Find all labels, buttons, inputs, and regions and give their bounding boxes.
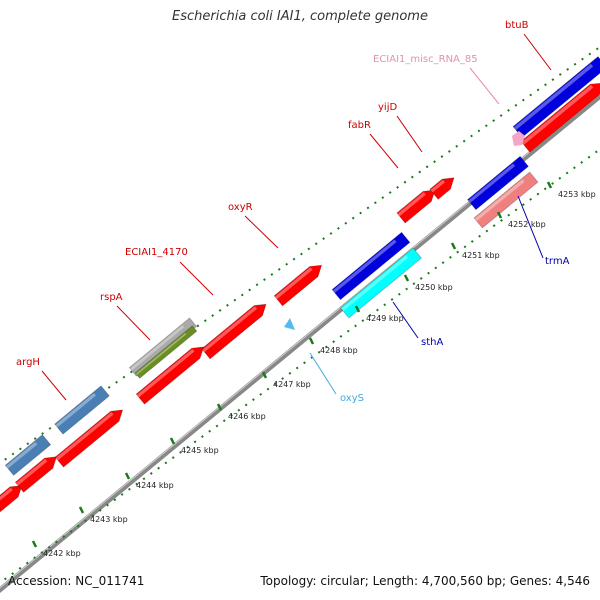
gene-olive xyxy=(134,325,198,379)
tick-mark xyxy=(78,506,85,514)
label-leader-btub xyxy=(523,33,552,71)
gene-oxyR xyxy=(273,264,323,307)
tick-label: 4248 kbp xyxy=(320,346,358,355)
inner-tick-ring xyxy=(0,147,600,585)
genome-summary: Topology: circular; Length: 4,700,560 bp… xyxy=(260,574,590,588)
tick-label: 4250 kbp xyxy=(415,283,453,292)
label-leader-eciai1_misc_rna_85 xyxy=(469,67,500,105)
gene-blue-sthA-top xyxy=(331,231,411,301)
accession-text: Accession: NC_011741 xyxy=(8,574,145,588)
label-leader-yijd xyxy=(396,115,423,153)
gene-yijD xyxy=(429,177,455,200)
label-leader-oxyr xyxy=(244,215,279,249)
tick-mark xyxy=(169,437,176,445)
scale-ticks: 4242 kbp 4243 kbp 4244 kbp 4245 kbp 4246 kbp… xyxy=(31,181,596,558)
gene-cyan-sthA xyxy=(340,247,422,319)
tick-mark xyxy=(403,274,410,282)
label-leader-trma xyxy=(517,195,544,259)
tick-mark xyxy=(124,472,131,480)
gene-steelblue-left xyxy=(4,434,52,476)
tick-mark xyxy=(450,242,457,250)
map-title: Escherichia coli IAI1, complete genome xyxy=(172,9,428,24)
gene-label-fabr: fabR xyxy=(348,120,371,131)
tick-label: 4252 kbp xyxy=(508,220,546,229)
tick-mark xyxy=(31,540,38,548)
label-leader-stha xyxy=(392,301,419,339)
tick-mark xyxy=(216,403,223,411)
tick-label: 4242 kbp xyxy=(43,549,81,558)
gene-red-left3 xyxy=(54,409,124,468)
tick-label: 4243 kbp xyxy=(90,515,128,524)
tick-label: 4249 kbp xyxy=(366,314,404,323)
gene-label-oxyr: oxyR xyxy=(228,202,253,213)
tick-label: 4246 kbp xyxy=(228,412,266,421)
gene-red-left2 xyxy=(14,456,58,493)
tick-mark xyxy=(354,305,361,313)
gene-label-oxys: oxyS xyxy=(340,393,364,404)
gene-fabR xyxy=(396,189,436,224)
tick-label: 4253 kbp xyxy=(558,190,596,199)
gene-red-ecia xyxy=(201,303,267,360)
tick-label: 4247 kbp xyxy=(273,380,311,389)
misc-rna-feature xyxy=(512,131,525,146)
gene-features xyxy=(0,56,600,515)
label-leader-rspa xyxy=(116,305,151,341)
label-leader-argh xyxy=(41,370,67,401)
gene-label-stha: sthA xyxy=(421,337,443,348)
gene-label-eciai1_misc_rna_85: ECIAI1_misc_RNA_85 xyxy=(373,54,478,65)
gene-trmA xyxy=(467,155,529,211)
gene-red-left-bottom xyxy=(0,485,23,515)
gene-gray-olive-top xyxy=(128,317,198,377)
gene-label-btub: btuB xyxy=(505,20,529,31)
gene-label-rspa: rspA xyxy=(100,292,123,303)
tick-mark xyxy=(261,371,268,379)
gene-btuB-red xyxy=(520,82,600,153)
tick-label: 4245 kbp xyxy=(181,446,219,455)
tick-label: 4251 kbp xyxy=(462,251,500,260)
gene-label-argh: argH xyxy=(16,357,40,368)
gene-label-eciai1_4170: ECIAI1_4170 xyxy=(125,247,188,258)
tick-label: 4244 kbp xyxy=(136,481,174,490)
gene-pink-trmA xyxy=(473,171,539,229)
gene-label-trma: trmA xyxy=(545,256,570,267)
gene-red-rspA xyxy=(135,346,205,405)
label-leader-oxys xyxy=(309,352,337,395)
gene-steelblue-mid xyxy=(54,385,110,435)
label-leader-fabr xyxy=(369,133,399,169)
tick-mark xyxy=(496,211,503,219)
gene-label-yijd: yijD xyxy=(378,102,397,113)
gene-labels: argH rspA ECIAI1_4170 oxyR fabR yijD ECIAI1_mi… xyxy=(16,20,570,404)
tick-mark xyxy=(546,181,553,189)
label-leader-eciai1_4170 xyxy=(179,261,214,296)
tick-mark xyxy=(308,337,315,345)
oxyS-feature xyxy=(284,318,295,330)
